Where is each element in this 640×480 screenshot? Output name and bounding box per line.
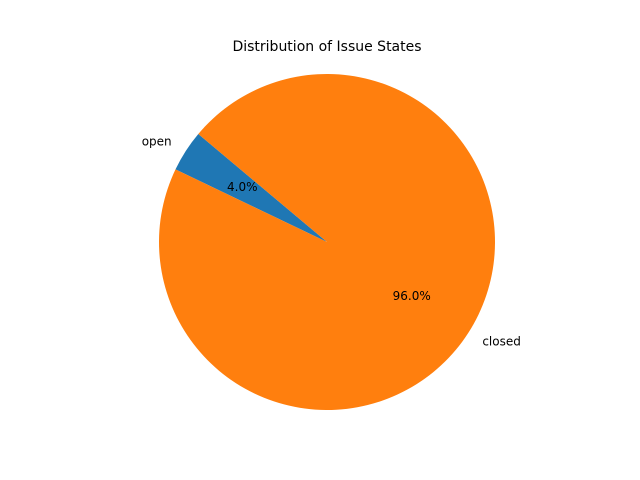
chart-title: Distribution of Issue States xyxy=(232,39,421,55)
pie-slice-closed xyxy=(159,74,495,411)
pie-slices xyxy=(159,74,495,411)
pie-labels: open 4.0% closed 96.0% xyxy=(142,134,521,348)
slice-pct-label-closed: 96.0% xyxy=(393,289,431,303)
slice-label-open: open xyxy=(142,134,172,148)
slice-label-closed: closed xyxy=(482,335,521,349)
pie-slice-open xyxy=(175,134,327,242)
slice-pct-label-open: 4.0% xyxy=(227,180,258,194)
